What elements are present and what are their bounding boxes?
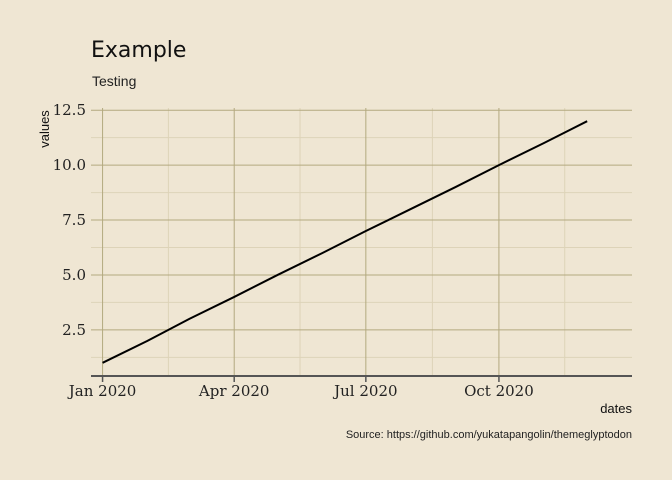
x-tick-label: Oct 2020 bbox=[464, 382, 534, 400]
x-axis-ticks: Jan 2020 Apr 2020 Jul 2020 Oct 2020 bbox=[67, 376, 534, 400]
chart-title: Example bbox=[91, 38, 186, 63]
x-axis-title: dates bbox=[600, 401, 632, 416]
chart-subtitle: Testing bbox=[92, 73, 136, 89]
y-axis-ticks: 2.5 5.0 7.5 10.0 12.5 bbox=[53, 101, 86, 339]
y-tick-label: 7.5 bbox=[62, 211, 86, 229]
x-tick-label: Jul 2020 bbox=[332, 382, 397, 400]
y-tick-label: 2.5 bbox=[62, 321, 86, 339]
y-tick-label: 5.0 bbox=[62, 266, 86, 284]
y-axis-title: values bbox=[37, 110, 52, 148]
series-line bbox=[102, 120, 588, 364]
y-tick-label: 12.5 bbox=[53, 101, 86, 119]
y-tick-label: 10.0 bbox=[53, 156, 86, 174]
series bbox=[102, 120, 588, 364]
x-tick-label: Apr 2020 bbox=[198, 382, 270, 400]
grid bbox=[91, 108, 632, 376]
chart-caption: Source: https://github.com/yukatapangoli… bbox=[346, 429, 632, 441]
x-tick-label: Jan 2020 bbox=[67, 382, 137, 400]
